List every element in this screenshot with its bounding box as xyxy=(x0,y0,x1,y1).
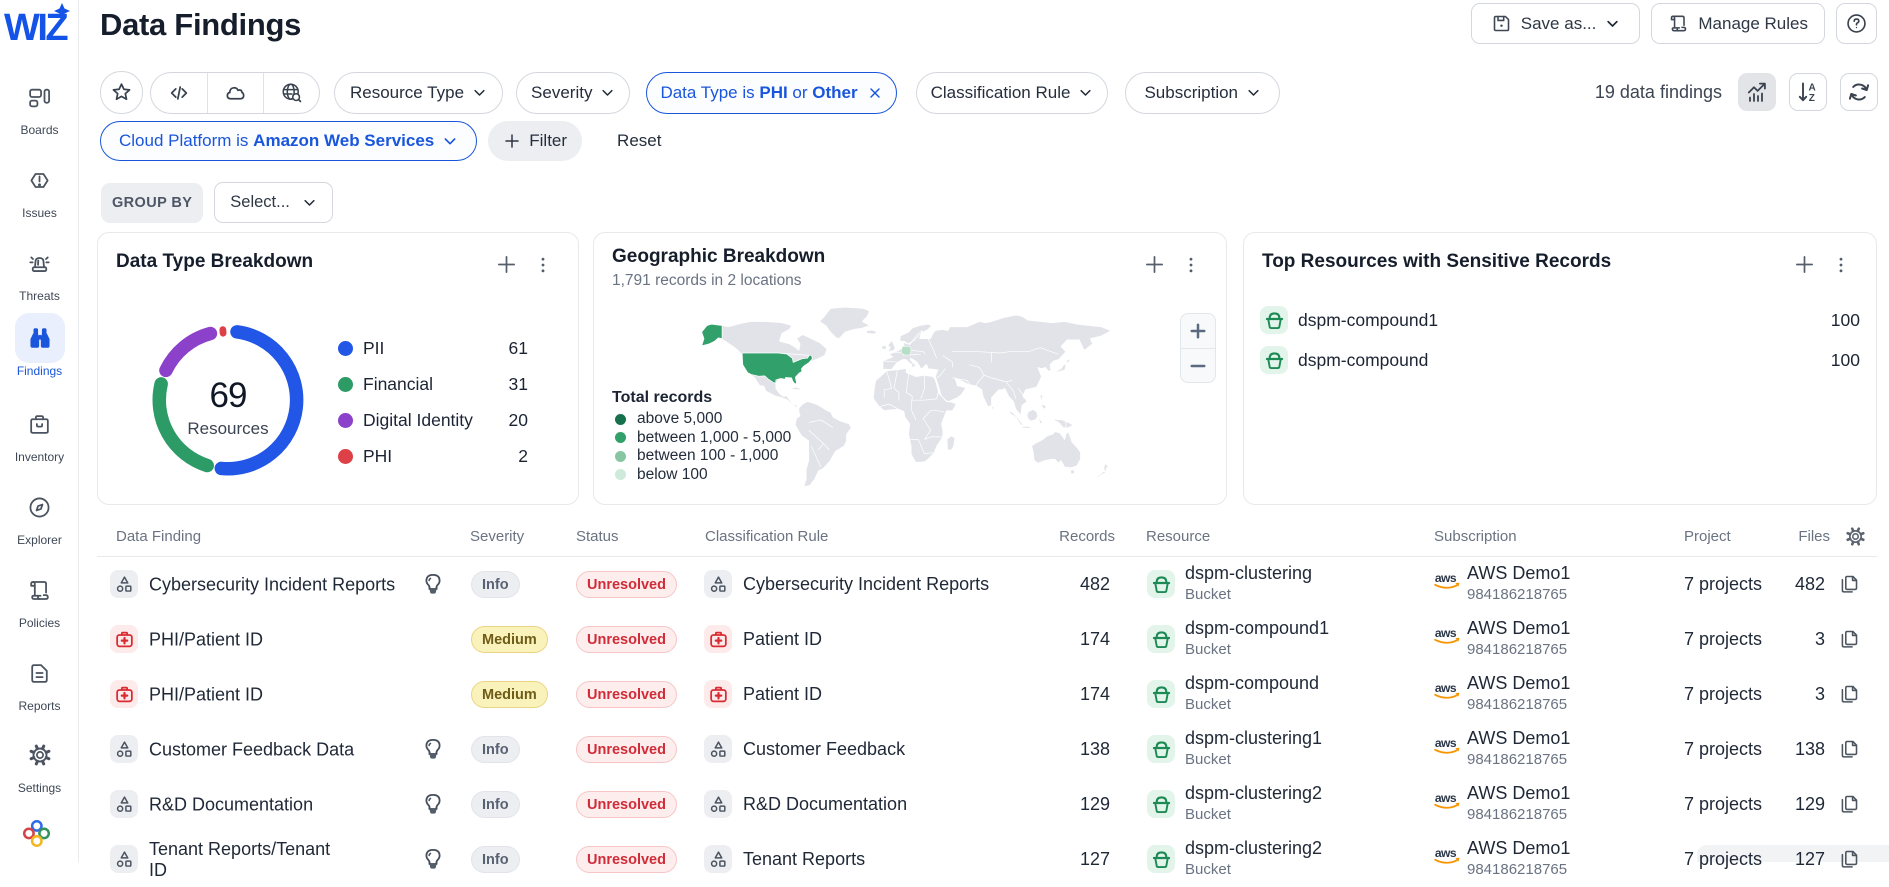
svg-text:aws: aws xyxy=(1435,736,1457,750)
svg-text:Z: Z xyxy=(1809,93,1815,104)
svg-text:WIZ: WIZ xyxy=(4,7,68,46)
svg-text:A: A xyxy=(1809,83,1816,94)
svg-text:aws: aws xyxy=(1435,571,1457,585)
svg-text:aws: aws xyxy=(1435,791,1457,805)
svg-text:aws: aws xyxy=(1435,681,1457,695)
svg-text:aws: aws xyxy=(1435,846,1457,860)
svg-text:aws: aws xyxy=(1435,626,1457,640)
